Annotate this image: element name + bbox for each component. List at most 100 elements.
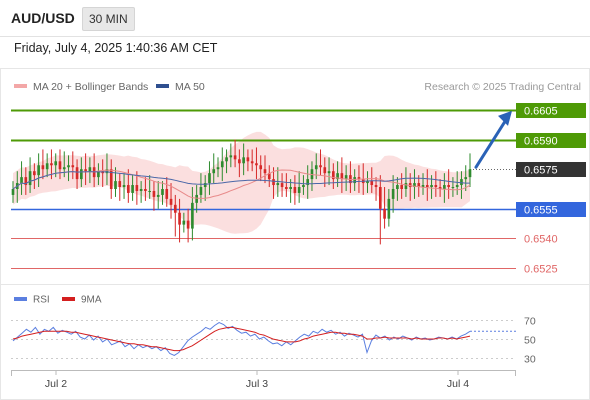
level-label: 0.6555 — [524, 205, 558, 217]
candle-body — [156, 194, 160, 197]
candle-body — [314, 165, 318, 170]
candle-body — [144, 189, 147, 191]
candle-body — [62, 167, 66, 170]
candle-body — [438, 187, 442, 189]
candle-body — [408, 183, 412, 188]
candle-body — [118, 181, 122, 188]
candle-body — [387, 198, 391, 219]
candle-body — [421, 185, 425, 188]
candle-body — [186, 220, 190, 229]
candle-body — [370, 181, 374, 186]
candle-body — [203, 183, 207, 188]
candle-body — [122, 185, 126, 188]
candle-body — [114, 181, 117, 189]
candle-body — [216, 167, 220, 170]
candle-body — [199, 187, 203, 195]
candle-body — [165, 189, 169, 199]
target-arrow-shaft — [474, 118, 508, 169]
candle-body — [267, 173, 271, 180]
level-label-box — [516, 133, 586, 148]
ma50-legend-label: MA 50 — [175, 81, 205, 93]
candle-body — [468, 169, 472, 178]
candlesticks — [11, 139, 472, 245]
candle-body — [353, 177, 357, 184]
candle-body — [391, 189, 395, 199]
candle-body — [319, 165, 322, 168]
rsi-panel: 70 50 30 — [11, 316, 536, 366]
candle-body — [148, 190, 151, 192]
candle-body — [135, 185, 139, 191]
candle-body — [413, 183, 416, 188]
level-label: 0.6605 — [524, 106, 558, 118]
candle-body — [242, 157, 245, 164]
candle-body — [366, 181, 369, 184]
x-tick-label: Jul 4 — [447, 378, 469, 390]
level-label: 0.6590 — [524, 136, 558, 148]
candle-body — [11, 189, 15, 195]
candle-body — [336, 173, 339, 180]
rsi-legend-label: RSI — [33, 295, 50, 306]
level-label: 0.6540 — [524, 234, 558, 246]
timestamp: Friday, July 4, 2025 1:40:36 AM CET — [14, 41, 218, 55]
candle-body — [263, 169, 267, 174]
candle-body — [400, 185, 403, 189]
candle-body — [246, 157, 250, 162]
candle-body — [378, 187, 382, 209]
copyright-label: Research © 2025 Trading Central — [424, 81, 581, 93]
candle-body — [238, 159, 241, 164]
candle-body — [58, 161, 62, 170]
candle-body — [75, 167, 79, 180]
rsi-tick-label: 30 — [524, 354, 536, 366]
candle-body — [84, 169, 87, 172]
candle-body — [447, 185, 450, 188]
candle-body — [80, 169, 83, 180]
candle-body — [28, 171, 32, 186]
bollinger-bands — [13, 131, 470, 234]
candle-body — [285, 187, 288, 189]
moving-averages — [12, 169, 471, 199]
candle-body — [396, 185, 399, 189]
level-label: 0.6575 — [524, 165, 558, 177]
candle-body — [340, 173, 344, 180]
candle-body — [460, 179, 463, 186]
symbol-title: AUD/USD — [11, 10, 75, 26]
rsi-tick-label: 50 — [524, 335, 536, 347]
candle-body — [37, 165, 40, 176]
ma20-legend-label: MA 20 + Bollinger Bands — [33, 81, 148, 93]
candle-body — [161, 189, 164, 195]
candle-body — [451, 187, 455, 189]
candle-body — [225, 157, 228, 162]
candle-body — [20, 177, 23, 184]
candle-body — [97, 171, 100, 178]
candle-body — [250, 161, 254, 164]
candle-body — [443, 185, 446, 189]
rsi-ma-legend-label: 9MA — [81, 295, 102, 306]
timeframe-button[interactable]: 30 MIN — [82, 7, 135, 31]
candle-body — [33, 171, 36, 176]
candle-body — [41, 165, 45, 170]
candle-body — [67, 165, 70, 168]
x-tick-label: Jul 3 — [246, 378, 268, 390]
candle-body — [131, 185, 134, 193]
candle-body — [306, 179, 310, 186]
candle-body — [455, 185, 459, 188]
candle-body — [178, 212, 181, 225]
candle-body — [357, 177, 361, 180]
level-label-box — [516, 202, 586, 217]
bollinger-band-area — [13, 131, 470, 234]
candle-body — [383, 208, 386, 219]
candle-body — [173, 204, 177, 213]
candle-body — [434, 185, 438, 188]
candle-body — [259, 165, 263, 170]
candle-body — [169, 198, 173, 205]
candle-body — [276, 183, 280, 186]
candle-body — [464, 177, 468, 180]
candle-body — [302, 185, 305, 188]
candle-body — [139, 189, 143, 191]
candle-body — [212, 169, 216, 174]
candle-body — [229, 155, 233, 158]
candle-body — [88, 167, 92, 172]
header-divider — [0, 36, 590, 37]
candle-body — [24, 177, 28, 186]
